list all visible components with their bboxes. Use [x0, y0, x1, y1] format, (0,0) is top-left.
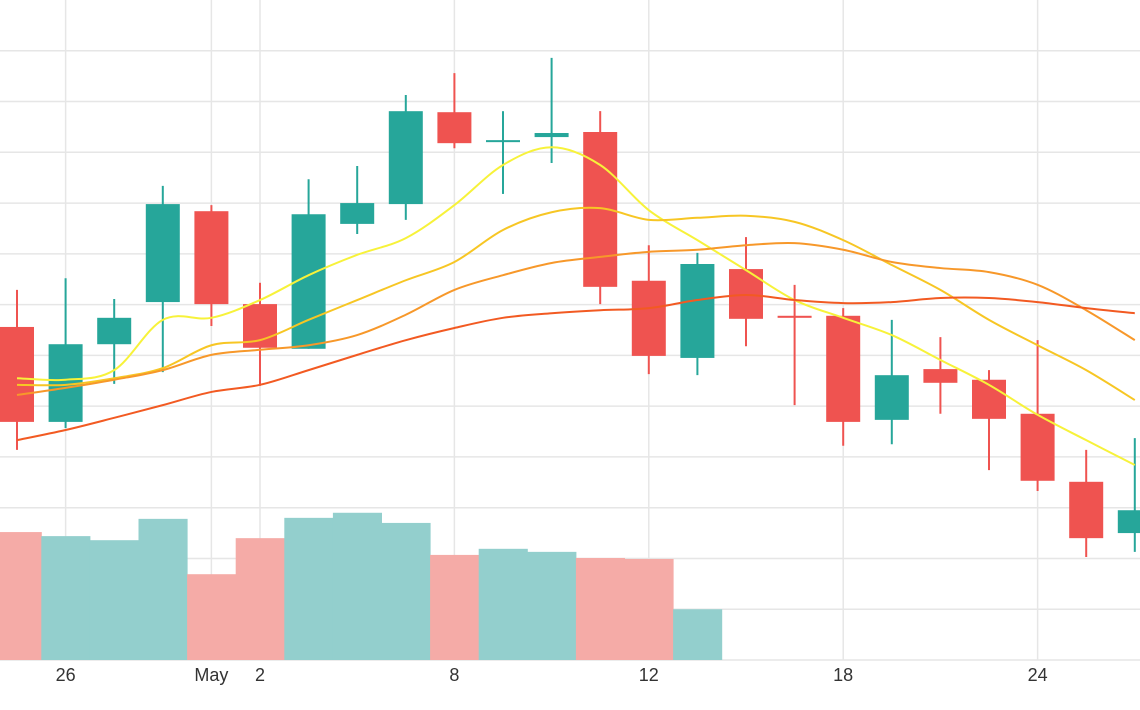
moving-average-line [16, 293, 1135, 442]
x-tick-label: 2 [255, 665, 265, 685]
candle-body [826, 315, 861, 422]
x-tick-label: 26 [56, 665, 76, 685]
volume-bar [624, 558, 674, 660]
moving-average-line [16, 242, 1136, 396]
volume-bar [284, 517, 334, 660]
candle-body [680, 264, 715, 358]
candle-body [1069, 481, 1104, 539]
volume-bar [0, 532, 42, 660]
moving-average-line [16, 206, 1136, 401]
x-tick-label: 8 [449, 665, 459, 685]
x-tick-label: 18 [833, 665, 853, 685]
candle-body [923, 369, 958, 383]
candle-body [194, 211, 229, 305]
x-tick-label: May [194, 665, 228, 685]
candle-body [145, 204, 180, 303]
volume-bar [478, 548, 528, 660]
candle-body [0, 326, 34, 422]
candle-body [97, 317, 132, 345]
volume-bar [89, 540, 139, 660]
candle-body [1117, 510, 1140, 534]
volume-bar [527, 551, 577, 660]
volume-bar [430, 554, 480, 660]
x-tick-label: 12 [639, 665, 659, 685]
volume-bar [332, 512, 382, 660]
volume-bar [381, 522, 431, 660]
volume-bar [673, 609, 723, 660]
volume-bar [187, 574, 237, 660]
candle-body [388, 111, 423, 205]
candle-body [874, 375, 909, 420]
volume-bar [575, 557, 625, 660]
moving-average-line [16, 146, 1136, 466]
candle-body [486, 140, 520, 143]
candle-body [972, 379, 1006, 419]
candle-body [777, 315, 812, 318]
volume-bar [138, 518, 188, 660]
x-tick-label: 24 [1028, 665, 1048, 685]
volume-bar [41, 536, 91, 660]
volume-bar [235, 538, 285, 660]
candle-body [1020, 413, 1055, 481]
volume-bars [0, 512, 723, 660]
moving-averages [16, 146, 1136, 466]
candle-body [437, 112, 472, 144]
candle-body [631, 280, 666, 356]
candle-body [534, 133, 569, 138]
x-axis: 26 May 2 8 12 18 24 [56, 665, 1048, 685]
candles [0, 57, 1140, 557]
candle-body [340, 203, 375, 224]
